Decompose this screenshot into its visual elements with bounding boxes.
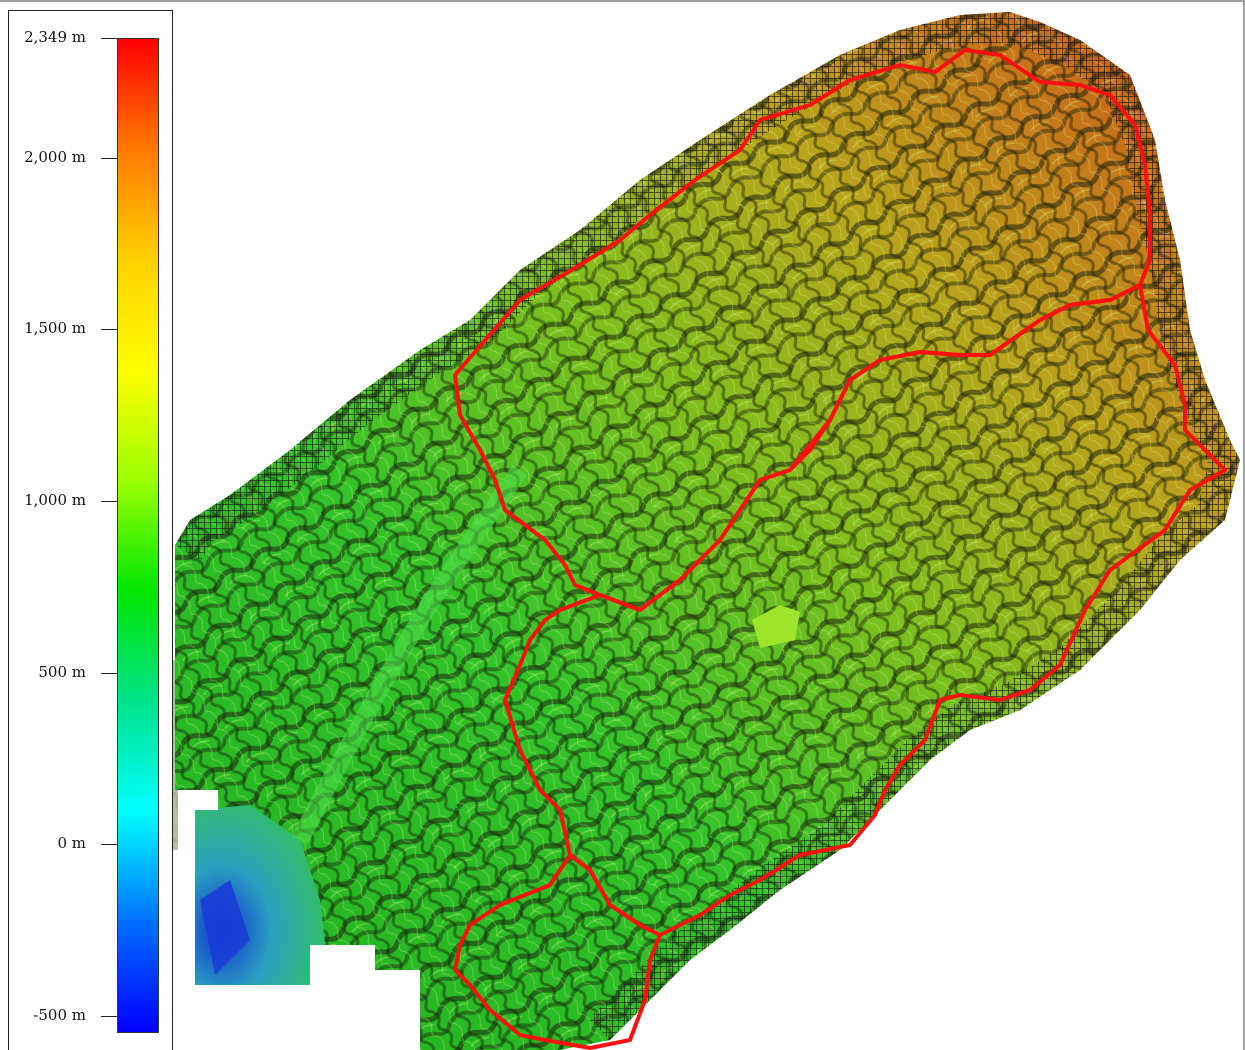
legend-tick-label: -500 m [33, 1006, 86, 1024]
legend-tick-label: 0 m [57, 834, 86, 852]
watershed-east[interactable] [503, 283, 1227, 937]
legend-tick-label: 2,349 m [24, 28, 86, 46]
elevation-legend: 2,349 m 2,000 m 1,500 m 1,000 m 500 m 0 m -500… [8, 10, 173, 1050]
legend-tick-mark [101, 844, 117, 845]
elevation-colorbar [117, 38, 159, 1033]
watershed-boundaries[interactable] [453, 48, 1227, 1050]
legend-tick-label: 1,000 m [24, 491, 86, 509]
legend-tick-label: 2,000 m [24, 148, 86, 166]
legend-tick-label: 500 m [38, 663, 86, 681]
legend-tick-mark [101, 158, 117, 159]
terrain-surface [175, 12, 1240, 1050]
watershed-south[interactable] [453, 853, 662, 1050]
legend-tick-mark [101, 329, 117, 330]
legend-tick-mark [101, 673, 117, 674]
legend-tick-label: 1,500 m [24, 319, 86, 337]
legend-tick-mark [101, 1016, 117, 1017]
legend-tick-mark [101, 38, 117, 39]
legend-tick-mark [101, 501, 117, 502]
